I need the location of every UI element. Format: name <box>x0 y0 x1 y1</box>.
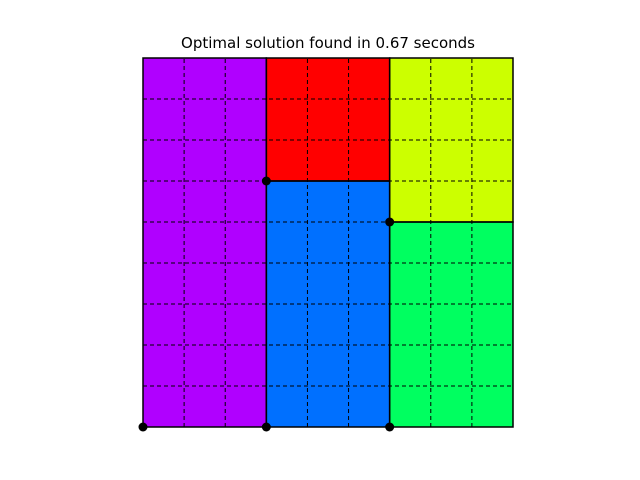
corner-point-1 <box>138 422 148 432</box>
corner-point-2 <box>261 422 271 432</box>
rectangle-5 <box>389 222 513 427</box>
rectangle-outline-5 <box>388 221 514 428</box>
corner-point-4 <box>261 176 271 186</box>
chart-title: Optimal solution found in 0.67 seconds <box>181 34 475 52</box>
corner-point-3 <box>385 422 395 432</box>
corner-point-5 <box>385 217 395 227</box>
rectangle-2 <box>266 58 390 181</box>
rectangle-layer <box>143 58 513 427</box>
point-layer <box>138 176 395 432</box>
outline-layer <box>142 57 514 428</box>
rectangle-1 <box>143 58 267 427</box>
